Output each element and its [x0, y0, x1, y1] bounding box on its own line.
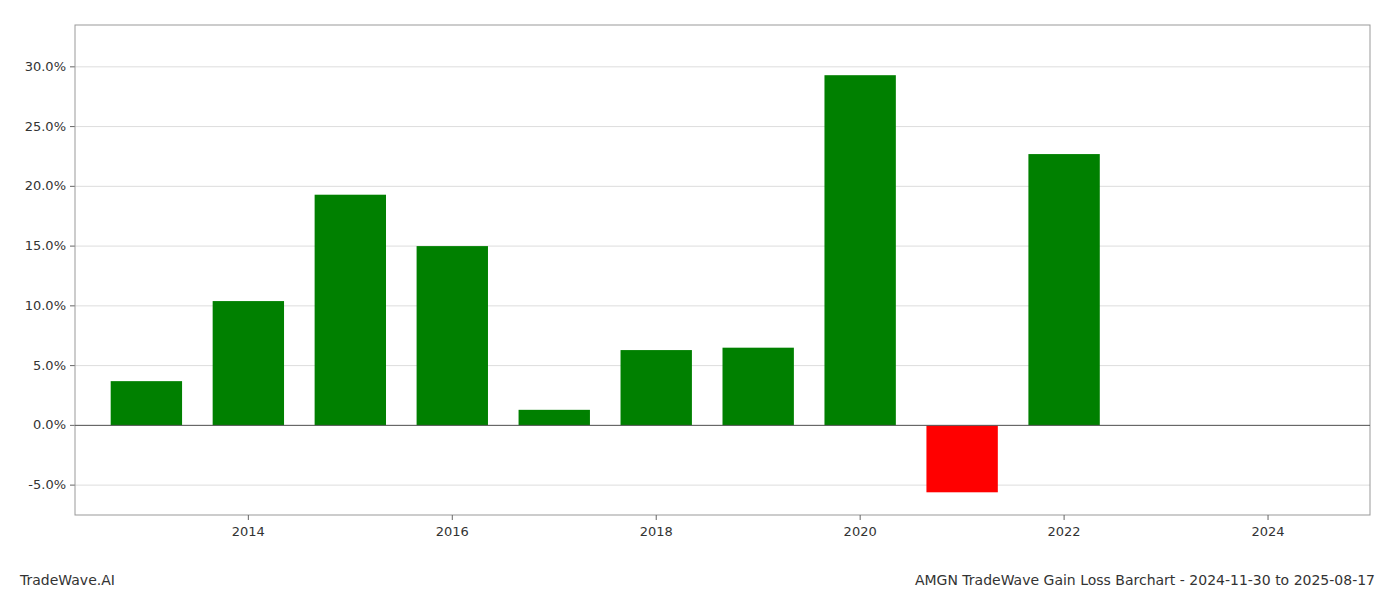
- y-tick: [70, 186, 75, 187]
- x-tick-label: 2018: [640, 524, 673, 539]
- x-tick-label: 2024: [1251, 524, 1284, 539]
- y-tick-label: 20.0%: [25, 178, 66, 193]
- y-tick-label: 10.0%: [25, 298, 66, 313]
- x-tick-label: 2022: [1048, 524, 1081, 539]
- y-tick-label: 0.0%: [33, 417, 66, 432]
- x-tick-label: 2016: [436, 524, 469, 539]
- y-tick: [70, 365, 75, 366]
- y-tick-labels: -5.0% 0.0% 5.0% 10.0% 15.0% 20.0% 25.0% 30.0%: [25, 59, 75, 492]
- y-tick-label: 5.0%: [33, 358, 66, 373]
- bar: [111, 381, 182, 425]
- x-tick: [1064, 515, 1065, 520]
- y-tick: [70, 126, 75, 127]
- grid-line: [75, 246, 1370, 247]
- y-tick-label: 30.0%: [25, 59, 66, 74]
- y-tick-label: 25.0%: [25, 119, 66, 134]
- y-tick: [70, 246, 75, 247]
- bar: [417, 246, 488, 425]
- y-tick: [70, 66, 75, 67]
- x-tick-label: 2014: [232, 524, 265, 539]
- y-tick: [70, 305, 75, 306]
- bars: [111, 75, 1100, 492]
- bar: [519, 410, 590, 426]
- bar: [213, 301, 284, 425]
- x-tick: [1268, 515, 1269, 520]
- grid-line: [75, 66, 1370, 67]
- y-tick: [70, 485, 75, 486]
- x-tick: [656, 515, 657, 520]
- y-grid: [75, 67, 1370, 485]
- x-tick: [248, 515, 249, 520]
- watermark: TradeWave.AI: [19, 572, 115, 588]
- grid-line: [75, 126, 1370, 127]
- x-tick-label: 2020: [844, 524, 877, 539]
- bar: [621, 350, 692, 425]
- x-tick: [452, 515, 453, 520]
- plot-frame: [75, 25, 1370, 515]
- grid-line: [75, 485, 1370, 486]
- x-tick: [860, 515, 861, 520]
- zero-line: [75, 425, 1370, 426]
- bar: [926, 425, 997, 492]
- bar: [1028, 154, 1099, 425]
- y-tick-label: -5.0%: [28, 477, 66, 492]
- title: AMGN TradeWave Gain Loss Barchart - 2024…: [915, 572, 1375, 588]
- bar: [315, 195, 386, 426]
- chart: -5.0% 0.0% 5.0% 10.0% 15.0% 20.0% 25.0% 30.0% 20…: [0, 0, 1400, 600]
- y-tick-label: 15.0%: [25, 238, 66, 253]
- bar: [824, 75, 895, 425]
- grid-line: [75, 425, 1370, 426]
- grid-line: [75, 186, 1370, 187]
- y-tick: [70, 425, 75, 426]
- x-ticks: 2014 2016 2018 2020 2022 2024: [232, 515, 1285, 539]
- bar: [723, 348, 794, 426]
